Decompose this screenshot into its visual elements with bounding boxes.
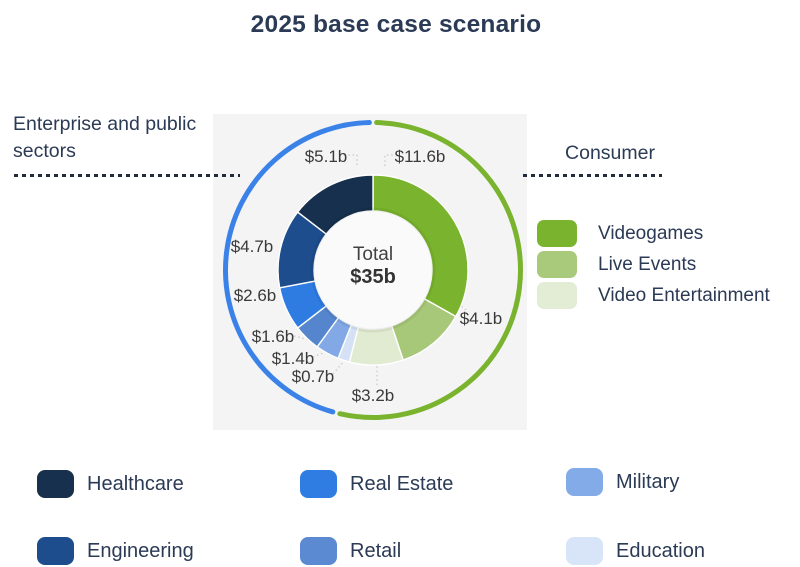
value-label-retail: $1.6b	[252, 327, 295, 346]
value-label-videogames: $11.6b	[395, 147, 446, 166]
legend-item-engineering: Engineering	[37, 537, 194, 565]
value-label-education: $0.7b	[292, 367, 335, 386]
donut-center-total: Total $35b	[313, 243, 433, 289]
education-swatch	[566, 537, 603, 565]
legend-item-real-estate: Real Estate	[300, 470, 453, 498]
legend-label: Military	[616, 470, 680, 493]
healthcare-swatch	[37, 470, 74, 498]
legend-label: Education	[616, 539, 705, 562]
consumer-dashed-divider	[523, 174, 662, 177]
value-label-real-estate: $2.6b	[234, 286, 277, 305]
consumer-group-arc	[337, 120, 523, 420]
engineering-swatch	[37, 537, 74, 565]
legend-item-education: Education	[566, 537, 705, 565]
military-swatch	[566, 468, 603, 496]
legend-label: Real Estate	[350, 472, 454, 495]
legend-item-live-events: Live Events	[537, 251, 770, 278]
legend-label: Engineering	[87, 539, 194, 562]
segment-videogames	[372, 174, 469, 318]
legend-item-healthcare: Healthcare	[37, 470, 184, 498]
legend-label: Videogames	[598, 222, 704, 244]
total-value: $35b	[350, 266, 396, 288]
legend-item-video-entertainment: Video Entertainment	[537, 282, 770, 309]
chart-title: 2025 base case scenario	[250, 11, 542, 38]
live-events-swatch	[537, 251, 577, 278]
enterprise-group-arc	[223, 120, 372, 415]
retail-swatch	[300, 537, 337, 565]
leader-line-healthcare	[344, 154, 358, 166]
legend-label: Healthcare	[87, 472, 184, 495]
group-label-consumer: Consumer	[565, 142, 655, 164]
enterprise-dashed-divider	[14, 174, 240, 177]
value-label-live-events: $4.1b	[460, 309, 503, 328]
legend-item-military: Military	[566, 468, 679, 496]
legend-label: Retail	[350, 539, 402, 562]
leader-line-education	[332, 360, 345, 375]
legend-label: Video Entertainment	[598, 284, 770, 306]
legend-item-videogames: Videogames	[537, 220, 770, 247]
donut-inner-shadow	[310, 207, 436, 333]
segment-healthcare	[296, 174, 374, 236]
donut-center-disc	[314, 211, 432, 329]
value-label-healthcare: $5.1b	[305, 147, 348, 166]
total-label: Total	[352, 244, 394, 265]
legend-consumer: Videogames Live Events Video Entertainme…	[537, 220, 770, 309]
video-entertainment-swatch	[537, 282, 577, 309]
legend-item-retail: Retail	[300, 537, 401, 565]
value-label-military: $1.4b	[272, 349, 315, 368]
value-label-engineering: $4.7b	[231, 237, 274, 256]
value-label-video-entertainment: $3.2b	[352, 386, 395, 405]
group-label-enterprise: Enterprise and public sectors	[13, 113, 197, 162]
real-estate-swatch	[300, 470, 337, 498]
legend-label: Live Events	[598, 253, 697, 275]
videogames-swatch	[537, 220, 577, 247]
